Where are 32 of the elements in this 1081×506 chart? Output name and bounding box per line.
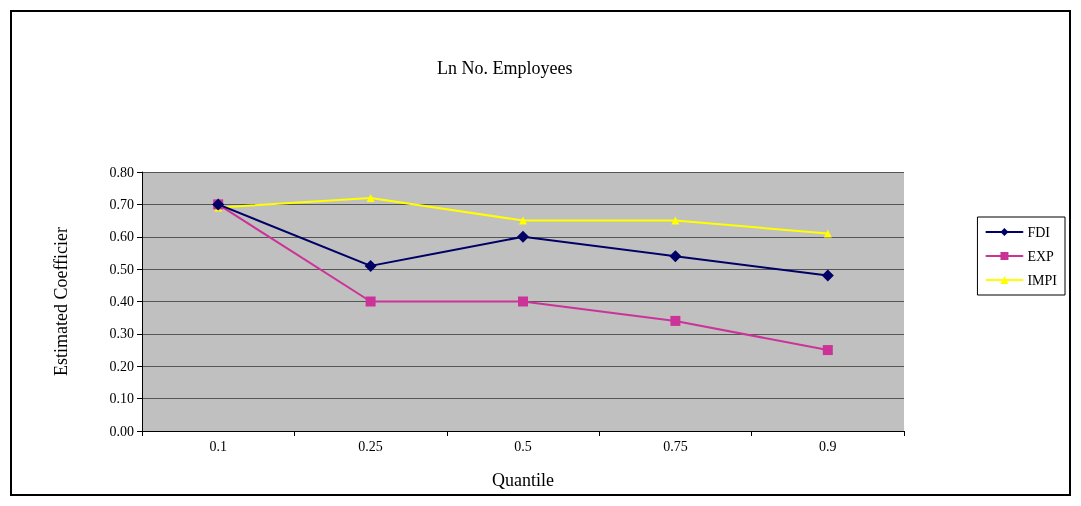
y-tick-label: 0.00: [109, 423, 134, 439]
y-tick-label: 0.10: [109, 391, 134, 407]
y-tick-label: 0.30: [109, 326, 134, 342]
point: [517, 230, 529, 243]
x-tick-label: 0.1: [209, 438, 227, 454]
point: [822, 345, 833, 356]
point: [364, 259, 377, 272]
x-tick-label: 0.9: [819, 438, 837, 454]
y-tick-label: 0.80: [109, 164, 134, 180]
legend-label: IMPI: [1027, 272, 1058, 288]
x-axis-title: Quantile: [492, 470, 554, 490]
chart-title: Ln No. Employees: [437, 58, 573, 78]
legend-label: EXP: [1027, 248, 1055, 264]
point: [669, 250, 682, 263]
point: [823, 229, 832, 238]
point: [366, 193, 375, 202]
point: [671, 216, 680, 225]
x-tick-label: 0.75: [663, 438, 688, 454]
y-tick-label: 0.20: [109, 358, 134, 374]
x-tick-label: 0.5: [514, 438, 532, 454]
point: [821, 269, 834, 282]
x-tick-label: 0.25: [358, 438, 383, 454]
y-tick-label: 0.50: [109, 261, 134, 277]
y-axis-title: Estimated Coefficier: [51, 226, 71, 377]
legend-label: FDI: [1027, 224, 1051, 240]
y-tick-label: 0.70: [109, 196, 134, 212]
point: [518, 296, 528, 307]
point: [670, 315, 681, 326]
y-tick-label: 0.60: [109, 229, 134, 245]
point: [519, 216, 527, 225]
y-tick-label: 0.40: [109, 294, 134, 309]
point: [365, 296, 376, 307]
